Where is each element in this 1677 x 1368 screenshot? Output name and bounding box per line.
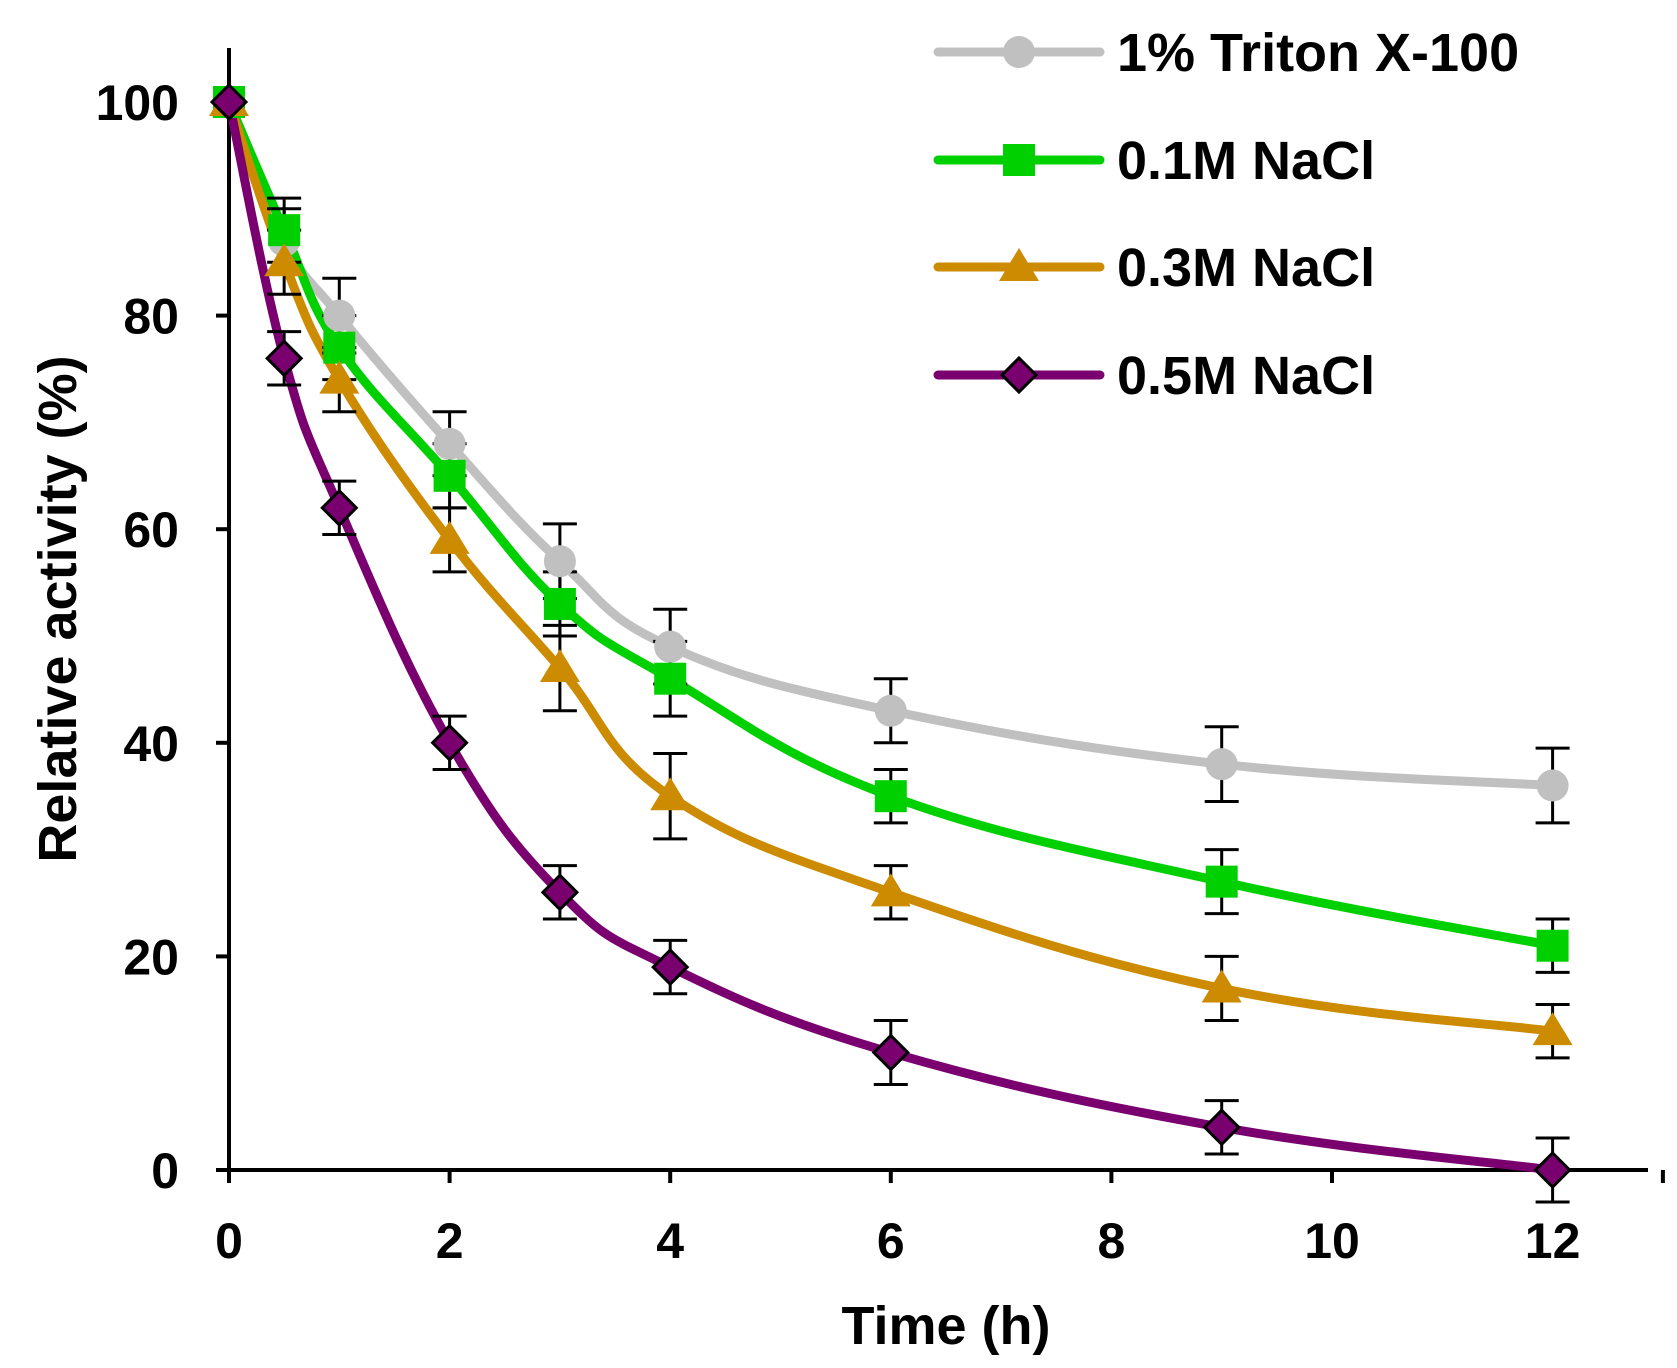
- legend-label-0-1m-nacl: 0.1M NaCl: [1117, 131, 1375, 191]
- data-point-0-5m-nacl: [540, 873, 580, 912]
- data-point-1-triton-x-100: [323, 299, 356, 332]
- y-tick-label: 40: [123, 716, 179, 772]
- legend-marker-0-3m-nacl: [999, 248, 1039, 281]
- data-point-0-5m-nacl: [1202, 1108, 1241, 1147]
- data-point-1-triton-x-100: [1536, 769, 1569, 802]
- data-point-0-3m-nacl: [429, 520, 470, 554]
- y-tick-label: 20: [123, 929, 179, 985]
- data-point-0-5m-nacl: [651, 947, 690, 987]
- data-point-0-3m-nacl: [870, 873, 911, 907]
- y-tick-label: 100: [96, 75, 179, 131]
- data-point-0-3m-nacl: [539, 649, 580, 683]
- data-point-0-3m-nacl: [1201, 969, 1242, 1003]
- x-tick-label: 6: [877, 1213, 905, 1269]
- data-point-1-triton-x-100: [543, 545, 576, 578]
- data-point-0-3m-nacl: [1532, 1012, 1573, 1046]
- x-tick-label: 8: [1097, 1213, 1125, 1269]
- data-point-0-5m-nacl: [265, 339, 304, 378]
- legend: 1% Triton X-100 0.1M NaCl 0.3M NaCl 0.5M Na…: [933, 23, 1519, 406]
- x-tick-label: 12: [1525, 1213, 1581, 1269]
- data-point-0-1m-nacl: [654, 662, 687, 695]
- y-tick-label: 60: [123, 502, 179, 558]
- legend-label-1-triton-x-100: 1% Triton X-100: [1117, 23, 1519, 83]
- legend-marker-0-1m-nacl: [1003, 144, 1035, 176]
- data-point-0-1m-nacl: [874, 780, 907, 813]
- data-point-1-triton-x-100: [1205, 748, 1238, 781]
- data-point-0-5m-nacl: [320, 488, 359, 527]
- data-point-1-triton-x-100: [433, 427, 466, 460]
- series-line-0-3m-nacl: [224, 97, 1558, 1036]
- ticks: 0 20 40 60 80 100 0 2 4 6 8 10 12: [96, 75, 1665, 1269]
- data-point-0-1m-nacl: [543, 587, 576, 620]
- data-point-0-3m-nacl: [264, 243, 305, 277]
- data-point-1-triton-x-100: [874, 694, 907, 727]
- data-point-0-1m-nacl: [1536, 929, 1569, 962]
- x-tick-label: 10: [1304, 1213, 1360, 1269]
- data-point-0-1m-nacl: [433, 459, 466, 492]
- series-line-0-5m-nacl: [224, 97, 1558, 1175]
- data-point-0-1m-nacl: [1205, 865, 1238, 898]
- legend-marker-0-5m-nacl: [999, 355, 1039, 395]
- data-point-0-5m-nacl: [1533, 1150, 1572, 1190]
- legend-marker-1-triton-x-100: [1003, 36, 1035, 68]
- legend-label-0-5m-nacl: 0.5M NaCl: [1117, 346, 1375, 406]
- markers: [209, 82, 1573, 1190]
- x-tick-label: 0: [215, 1213, 243, 1269]
- data-point-0-3m-nacl: [650, 777, 691, 811]
- y-tick-label: 0: [151, 1143, 179, 1199]
- data-point-0-5m-nacl: [430, 723, 469, 762]
- data-point-0-1m-nacl: [323, 331, 356, 364]
- data-point-0-5m-nacl: [871, 1033, 910, 1072]
- data-point-1-triton-x-100: [654, 630, 687, 663]
- y-axis-title: Relative activity (%): [28, 355, 88, 862]
- y-tick-label: 80: [123, 289, 179, 345]
- x-tick-label: 4: [656, 1213, 684, 1269]
- x-axis-title: Time (h): [841, 1296, 1050, 1356]
- legend-label-0-3m-nacl: 0.3M NaCl: [1117, 238, 1375, 298]
- data-point-0-5m-nacl: [209, 82, 249, 122]
- data-point-0-3m-nacl: [319, 360, 360, 394]
- x-tick-label: 2: [436, 1213, 464, 1269]
- axes: [227, 48, 1648, 1172]
- data-point-0-1m-nacl: [268, 214, 301, 247]
